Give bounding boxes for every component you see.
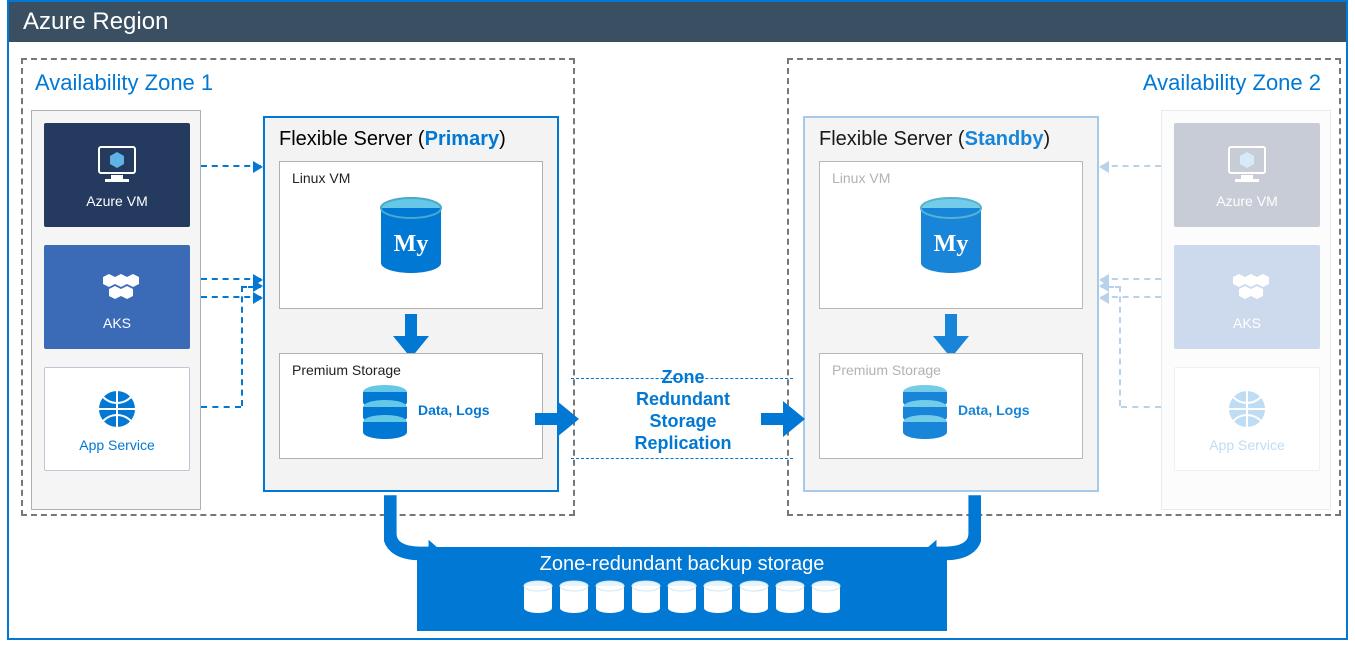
- aks-tile-standby: AKS: [1174, 245, 1320, 349]
- mini-db-icon: [810, 580, 842, 618]
- storage-label: Premium Storage: [292, 362, 530, 378]
- globe-icon: [1223, 385, 1271, 433]
- app-service-tile-standby: App Service: [1174, 367, 1320, 471]
- azure-vm-tile-standby: Azure VM: [1174, 123, 1320, 227]
- aks-label: AKS: [103, 315, 131, 331]
- azure-vm-label: Azure VM: [86, 193, 147, 209]
- data-logs-label-standby: Data, Logs: [958, 402, 1030, 418]
- mini-db-icon: [774, 580, 806, 618]
- mini-db-icon: [666, 580, 698, 618]
- hex-cluster-icon: [93, 263, 141, 311]
- monitor-icon: [1223, 141, 1271, 189]
- standby-role: Standby: [965, 128, 1044, 150]
- azure-region: Azure Region Availability Zone 1 Azure V…: [7, 0, 1348, 640]
- mini-db-icon: [594, 580, 626, 618]
- primary-title: Flexible Server (Primary): [265, 118, 557, 161]
- standby-title: Flexible Server (Standby): [805, 118, 1097, 161]
- data-logs-label: Data, Logs: [418, 402, 490, 418]
- globe-icon: [93, 385, 141, 433]
- conn-vm-s: [1101, 165, 1161, 167]
- arrow-down-icon: [393, 314, 429, 358]
- zone2-title: Availability Zone 2: [789, 60, 1339, 96]
- mini-db-icon: [630, 580, 662, 618]
- azure-vm-tile: Azure VM: [44, 123, 190, 227]
- mini-db-icon: [702, 580, 734, 618]
- monitor-icon: [93, 141, 141, 189]
- zone-redundant-replication-label: Zone Redundant Storage Replication: [593, 366, 773, 454]
- linux-label-standby: Linux VM: [832, 170, 1070, 186]
- disk-stack-icon: [360, 384, 410, 439]
- disk-stack-icon: [900, 384, 950, 439]
- zone1-title: Availability Zone 1: [23, 60, 573, 96]
- availability-zone-2: Availability Zone 2 Flexible Server (Sta…: [787, 58, 1341, 516]
- arrow-down-icon: [933, 314, 969, 358]
- premium-storage-box-standby: Premium Storage Data, Logs: [819, 353, 1083, 459]
- backup-db-row: [417, 580, 947, 618]
- aks-tile: AKS: [44, 245, 190, 349]
- arrow-right-icon: [761, 401, 805, 437]
- conn-aks-2: [201, 296, 261, 298]
- app-service-label: App Service: [79, 437, 154, 453]
- availability-zone-1: Availability Zone 1 Azure VM AKS App Ser…: [21, 58, 575, 516]
- conn-aks-1: [201, 278, 261, 280]
- storage-label-standby: Premium Storage: [832, 362, 1070, 378]
- mini-db-icon: [738, 580, 770, 618]
- mysql-db-icon: [376, 196, 446, 281]
- flexible-server-primary: Flexible Server (Primary) Linux VM Premi…: [263, 116, 559, 492]
- linux-vm-box: Linux VM: [279, 161, 543, 309]
- flexible-server-standby: Flexible Server (Standby) Linux VM Premi…: [803, 116, 1099, 492]
- linux-vm-box-standby: Linux VM: [819, 161, 1083, 309]
- zone2-clients: Azure VM AKS App Service: [1161, 110, 1331, 510]
- region-title: Azure Region: [9, 2, 1346, 42]
- zone1-clients: Azure VM AKS App Service: [31, 110, 201, 510]
- mini-db-icon: [522, 580, 554, 618]
- premium-storage-box: Premium Storage Data, Logs: [279, 353, 543, 459]
- mysql-db-icon: [916, 196, 986, 281]
- zone-redundant-backup-storage: Zone-redundant backup storage: [417, 547, 947, 631]
- zrs-dash-bot: [571, 458, 793, 459]
- primary-role: Primary: [425, 128, 500, 150]
- hex-cluster-icon: [1223, 263, 1271, 311]
- mini-db-icon: [558, 580, 590, 618]
- conn-aks-1-s: [1101, 278, 1161, 280]
- app-service-tile: App Service: [44, 367, 190, 471]
- arrow-right-icon: [535, 401, 579, 437]
- linux-label: Linux VM: [292, 170, 530, 186]
- conn-aks-2-s: [1101, 296, 1161, 298]
- backup-label: Zone-redundant backup storage: [417, 553, 947, 576]
- conn-vm: [201, 165, 261, 167]
